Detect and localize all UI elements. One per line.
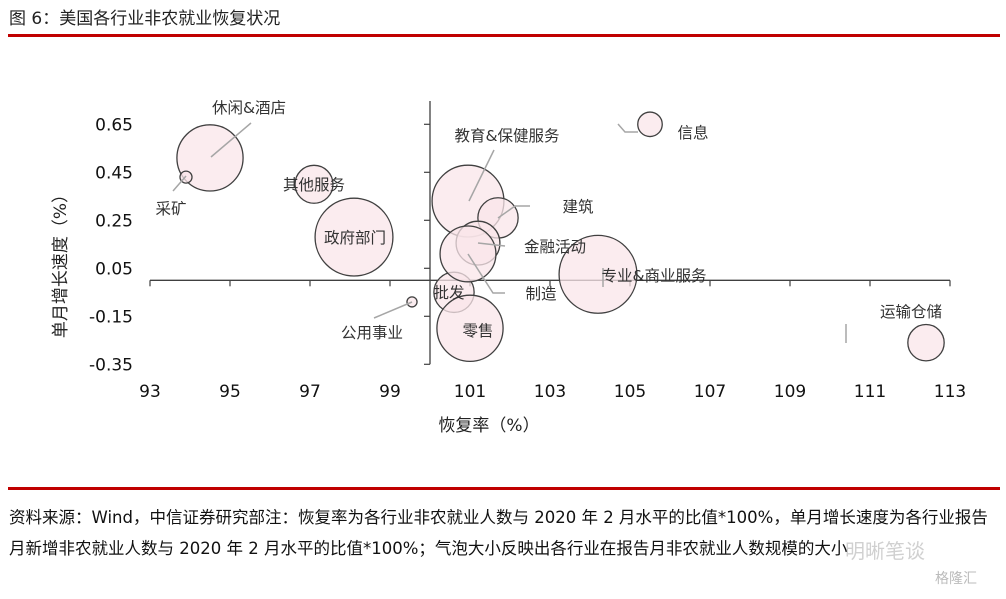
x-tick-label: 113 [934, 382, 966, 402]
bubble [439, 225, 497, 283]
figure-title: 图 6：美国各行业非农就业恢复状况 [9, 9, 281, 29]
bubble-label: 教育&保健服务 [454, 127, 559, 145]
bubble-label: 政府部门 [324, 229, 386, 247]
bubble-label: 休闲&酒店 [212, 99, 286, 117]
leader-line [373, 301, 413, 319]
bubble [314, 197, 394, 277]
bubble [176, 124, 244, 192]
x-tick-label: 97 [299, 382, 321, 402]
leader-line [467, 253, 505, 294]
x-tick-label: 93 [139, 382, 161, 402]
bubbles [176, 111, 945, 363]
leader-line [497, 205, 530, 219]
axes: 93 95 97 99 101 103 105 107 109 111 113 0.65 0.45 0.2… [89, 101, 966, 402]
bubble-label: 其他服务 [283, 176, 345, 194]
y-tick-label: 0.25 [95, 211, 133, 231]
y-tick-label: 0.05 [95, 259, 133, 279]
bubble [406, 296, 418, 308]
bubble-label: 零售 [462, 322, 493, 340]
bubble-label: 公用事业 [341, 324, 403, 342]
y-tick-label: 0.65 [95, 115, 133, 135]
y-tick-label: 0.45 [95, 163, 133, 183]
x-tick-label: 99 [379, 382, 401, 402]
leader-line [468, 149, 495, 202]
x-tick-label: 111 [854, 382, 886, 402]
leader-line [617, 123, 638, 133]
x-tick-label: 109 [774, 382, 806, 402]
bubble-label: 采矿 [155, 200, 186, 218]
x-tick-label: 101 [454, 382, 486, 402]
bubble [907, 323, 945, 362]
bubble-label: 建筑 [562, 198, 594, 216]
leader-line [210, 122, 252, 158]
bubble-chart: 93 95 97 99 101 103 105 107 109 111 113 0.65 0.45 0.2… [51, 99, 966, 436]
bubble-label: 运输仓储 [880, 303, 942, 321]
x-tick-label: 95 [219, 382, 241, 402]
bubble-label: 制造 [525, 285, 557, 303]
bottom-rule [8, 487, 1000, 490]
bubble [436, 294, 504, 363]
leader-line [477, 242, 506, 247]
bubble-label: 专业&商业服务 [601, 267, 706, 285]
x-axis-label: 恢复率（%） [438, 416, 539, 436]
watermark-logo: 格隆汇 [935, 571, 977, 587]
leader-line [172, 175, 187, 192]
x-tick-label: 107 [694, 382, 726, 402]
top-rule [8, 34, 1000, 37]
x-tick-label: 105 [614, 382, 646, 402]
bubble [294, 164, 334, 204]
bubble [637, 111, 663, 138]
bubble-label: 信息 [677, 124, 708, 142]
y-axis-label: 单月增长速度（%） [51, 186, 71, 338]
source-footnote: 资料来源：Wind，中信证券研究部注：恢复率为各行业非农就业人数与 2020 年… [9, 508, 988, 558]
bubble [558, 234, 638, 314]
y-tick-label: -0.35 [89, 355, 133, 375]
x-tick-label: 103 [534, 382, 566, 402]
y-tick-label: -0.15 [89, 307, 133, 327]
bubble-label: 批发 [433, 284, 464, 302]
bubble-label: 金融活动 [524, 238, 586, 256]
